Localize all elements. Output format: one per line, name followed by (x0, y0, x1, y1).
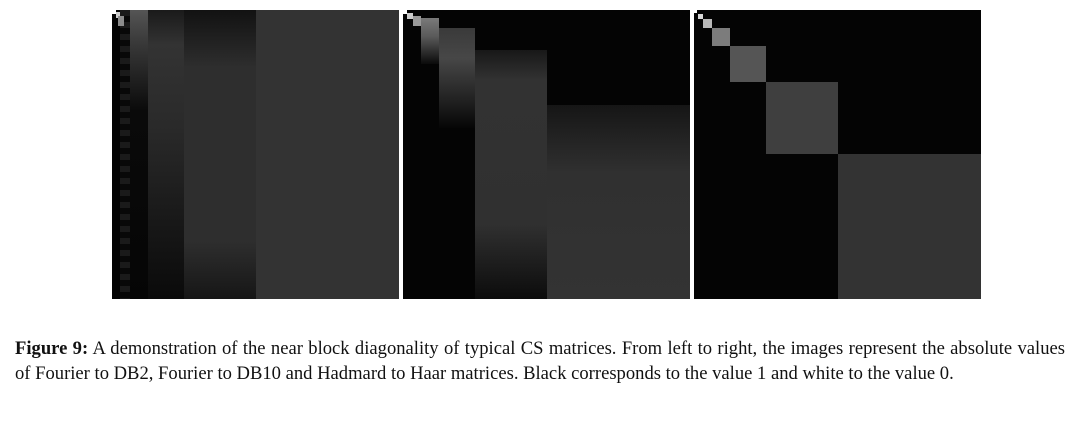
matrix-block (712, 28, 730, 46)
matrix-block (730, 46, 766, 82)
matrix-block (120, 10, 130, 299)
matrix-block (116, 12, 120, 18)
matrix-block (148, 10, 184, 299)
matrix-panel-fourier-db10 (403, 10, 690, 299)
caption-text: A demonstration of the near block diagon… (15, 338, 1066, 384)
matrix-block (475, 50, 547, 299)
matrix-block (184, 10, 256, 299)
matrix-block (694, 10, 697, 13)
matrix-block (403, 10, 407, 14)
figure-caption: Figure 9: A demonstration of the near bl… (15, 336, 1065, 386)
matrix-block (838, 154, 981, 299)
matrix-block (421, 18, 439, 64)
matrix-block (413, 16, 421, 26)
matrix-block (112, 10, 116, 14)
matrix-panel-hadamard-haar (694, 10, 981, 299)
matrix-block (698, 14, 703, 19)
matrix-block (130, 10, 148, 299)
matrix-block (439, 28, 475, 128)
figure-label: Figure 9: (15, 338, 89, 359)
matrix-block (118, 16, 124, 26)
matrix-block (407, 13, 413, 19)
matrix-block (703, 19, 712, 28)
matrix-block (766, 82, 838, 154)
matrix-panel-fourier-db2 (112, 10, 399, 299)
matrix-block (547, 105, 690, 299)
matrix-block (256, 10, 399, 299)
